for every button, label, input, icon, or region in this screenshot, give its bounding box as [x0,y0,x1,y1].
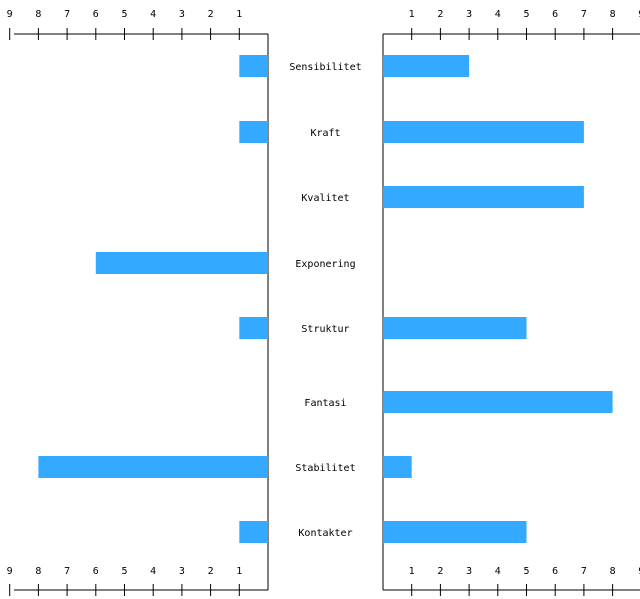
category-labels: Sensibilitet Kraft Kvalitet Exponering Struk… [289,62,361,539]
left-tick-label: 1 [236,566,242,577]
right-tick-label: 1 [409,9,415,20]
left-tick-label: 6 [93,566,99,577]
right-tick-label: 1 [409,566,415,577]
right-tick-label: 7 [581,566,587,577]
axes: 9 8 7 6 5 4 3 2 1 9 8 7 6 5 4 3 2 1 1 2 3 4 5 6 7 8 9 1 2 3 4 5 6 7 8 9 [7,9,640,596]
left-tick-label: 6 [93,9,99,20]
right-tick-label: 4 [495,566,501,577]
right-bar [383,186,584,208]
left-bar [95,252,268,274]
right-tick-label: 9 [638,9,640,20]
left-tick-label: 4 [150,566,156,577]
right-tick-label: 3 [466,9,472,20]
left-tick-label: 8 [35,9,41,20]
right-tick-label: 7 [581,9,587,20]
left-tick-label: 4 [150,9,156,20]
right-tick-label: 5 [523,566,529,577]
category-label: Kvalitet [301,193,349,204]
bars [38,55,613,543]
right-tick-label: 9 [638,566,640,577]
right-tick-label: 8 [610,566,616,577]
left-tick-label: 2 [208,9,214,20]
left-bar [239,521,268,543]
left-tick-label: 8 [35,566,41,577]
left-bar [239,121,268,143]
left-bar [239,55,268,77]
left-tick-label: 5 [121,566,127,577]
left-tick-label: 9 [7,9,13,20]
right-bar [383,121,584,143]
right-bar [383,521,527,543]
right-tick-label: 2 [437,9,443,20]
right-bar [383,456,412,478]
right-bar [383,391,613,413]
left-tick-label: 7 [64,9,70,20]
category-label: Stabilitet [295,463,355,474]
category-label: Kraft [310,128,340,139]
right-tick-label: 8 [610,9,616,20]
category-label: Fantasi [304,398,346,409]
left-bar [239,317,268,339]
right-tick-label: 6 [552,9,558,20]
left-tick-label: 2 [208,566,214,577]
left-tick-label: 5 [121,9,127,20]
right-tick-label: 2 [437,566,443,577]
category-label: Exponering [295,259,355,270]
left-tick-label: 7 [64,566,70,577]
category-label: Sensibilitet [289,62,361,73]
category-label: Struktur [301,324,349,335]
left-bar [38,456,269,478]
right-bar [383,317,527,339]
left-tick-label: 9 [7,566,13,577]
right-tick-label: 4 [495,9,501,20]
right-tick-label: 3 [466,566,472,577]
right-bar [383,55,470,77]
left-tick-label: 3 [179,566,185,577]
right-tick-label: 5 [523,9,529,20]
left-tick-label: 1 [236,9,242,20]
category-label: Kontakter [298,528,352,539]
left-tick-label: 3 [179,9,185,20]
right-tick-label: 6 [552,566,558,577]
